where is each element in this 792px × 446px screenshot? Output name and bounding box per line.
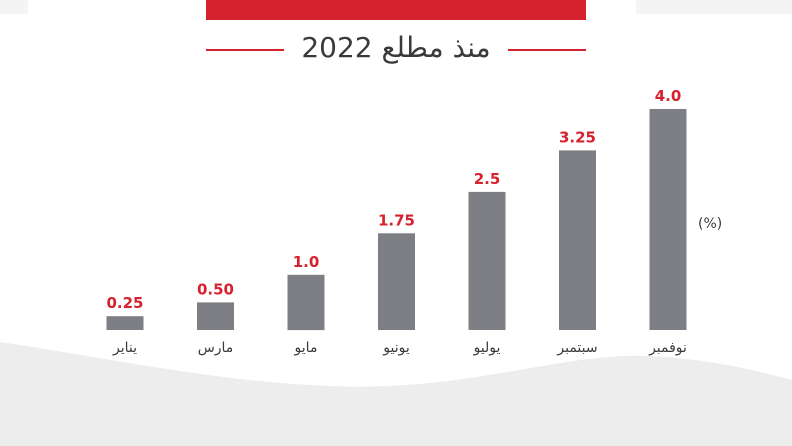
category-label: يونيو (382, 340, 410, 356)
category-label: سبتمبر (556, 340, 597, 356)
category-label: يوليو (473, 340, 501, 356)
bottom-wave-shape (0, 342, 792, 446)
bar-3 (287, 274, 325, 331)
category-label: مايو (294, 340, 318, 356)
unit-label: (%) (698, 216, 723, 232)
bar-value-label: 4.0 (655, 87, 682, 105)
bar-5 (468, 191, 506, 330)
bar-2 (197, 302, 234, 330)
subtitle-divider-left (206, 49, 284, 51)
subtitle-divider-right (508, 49, 586, 51)
bar-value-label: 0.50 (197, 280, 234, 298)
bar-value-label: 0.25 (106, 294, 143, 312)
bar-6 (559, 150, 596, 330)
bar-value-label: 3.25 (559, 128, 596, 146)
title-banner (206, 0, 586, 20)
bar-1 (106, 316, 144, 330)
chart-subtitle: منذ مطلع 2022 (301, 31, 491, 64)
top-right-corner-shade (636, 0, 792, 14)
bar-value-label: 2.5 (474, 170, 501, 188)
category-label: مارس (198, 340, 234, 356)
top-left-corner-shade (0, 0, 28, 14)
subtitle-block: منذ مطلع 2022 (206, 26, 586, 70)
bar-4 (378, 233, 415, 330)
bar-value-label: 1.75 (378, 211, 415, 229)
category-label: يناير (112, 340, 137, 356)
category-label: نوفمبر (648, 340, 687, 356)
bar-7 (649, 109, 687, 330)
bar-value-label: 1.0 (293, 253, 320, 271)
